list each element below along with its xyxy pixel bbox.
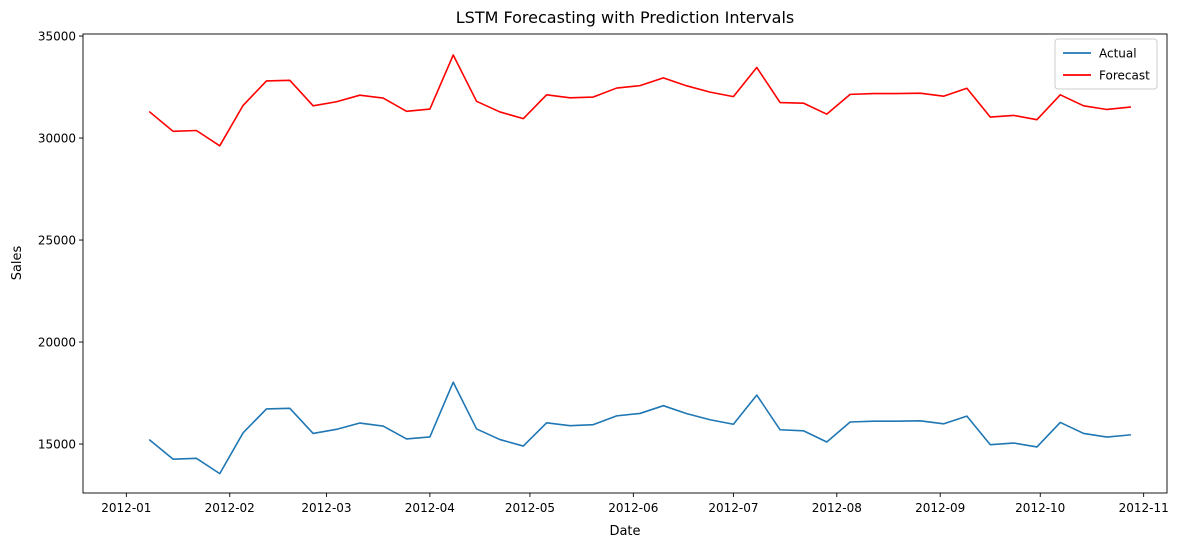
- y-tick-label: 15000: [38, 438, 76, 452]
- x-tick-label: 2012-02: [205, 501, 255, 515]
- y-axis: 15000 20000 25000 30000 35000: [38, 30, 83, 452]
- y-tick-label: 30000: [38, 132, 76, 146]
- chart-title: LSTM Forecasting with Prediction Interva…: [456, 8, 794, 27]
- x-axis-label: Date: [609, 524, 640, 539]
- legend-label-forecast: Forecast: [1099, 69, 1150, 83]
- x-tick-label: 2012-10: [1015, 501, 1065, 515]
- plot-frame: [82, 33, 1168, 494]
- x-tick-label: 2012-11: [1119, 501, 1169, 515]
- legend: Actual Forecast: [1054, 38, 1158, 90]
- x-tick-label: 2012-04: [405, 501, 455, 515]
- x-tick-label: 2012-07: [708, 501, 758, 515]
- x-tick-label: 2012-08: [812, 501, 862, 515]
- legend-box: [1054, 38, 1158, 90]
- y-tick-label: 20000: [38, 336, 76, 350]
- legend-label-actual: Actual: [1099, 47, 1137, 61]
- series-line-actual: [148, 381, 1132, 475]
- x-tick-label: 2012-05: [505, 501, 555, 515]
- x-tick-label: 2012-03: [301, 501, 351, 515]
- y-axis-label: Sales: [10, 245, 25, 280]
- x-tick-label: 2012-01: [101, 501, 151, 515]
- x-tick-label: 2012-09: [915, 501, 965, 515]
- y-tick-label: 25000: [38, 234, 76, 248]
- plot-area: [148, 54, 1132, 475]
- x-axis: 2012-01 2012-02 2012-03 2012-04 2012-05 2012-…: [101, 493, 1169, 515]
- y-tick-label: 35000: [38, 30, 76, 44]
- x-tick-label: 2012-06: [608, 501, 658, 515]
- series-line-forecast: [148, 54, 1132, 147]
